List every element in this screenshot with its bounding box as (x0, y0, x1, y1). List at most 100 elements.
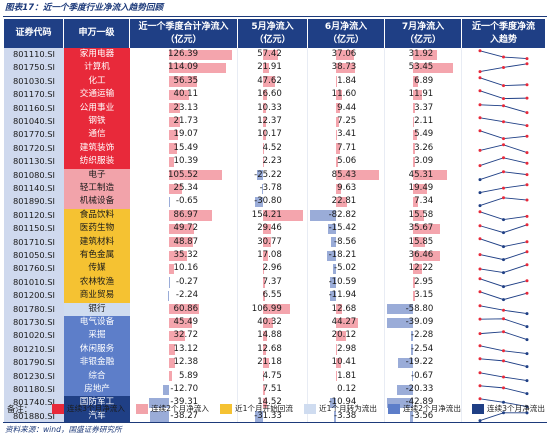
quarter-value-cell: 32.72 (130, 329, 238, 343)
jun-bar (335, 103, 341, 114)
industry-name-cell: 电子 (64, 168, 130, 182)
trend-sparkline-cell (462, 342, 545, 357)
jun-bar (335, 143, 340, 154)
trend-point (478, 76, 482, 80)
trend-point (525, 263, 529, 267)
trend-point (525, 351, 529, 355)
trend-point (502, 244, 505, 248)
trend-point (478, 267, 482, 271)
trend-sparkline-cell (462, 383, 545, 397)
quarter-value-text: 13.12 (173, 343, 199, 354)
may-bar (263, 89, 268, 101)
quarter-bar (168, 89, 189, 101)
may-value-cell: 154.21 (238, 208, 308, 223)
jun-value-text: 11.60 (331, 89, 357, 100)
jul-value-text: 15.58 (408, 209, 434, 220)
quarter-bar (168, 317, 192, 328)
trend-sparkline-cell (462, 208, 545, 223)
jun-value-text: 9.63 (337, 183, 357, 193)
table-row: 801890.SI 机械设备 -0.65 -30.80 22.81 7.34 (4, 195, 545, 209)
jun-value-cell: 1.81 (308, 369, 385, 383)
jun-value-text: 7.25 (337, 116, 357, 126)
may-value-cell: 2.23 (238, 155, 308, 169)
jul-value-cell: -42.89 (385, 396, 462, 410)
quarter-bar (168, 250, 187, 261)
jul-value-cell: 53.45 (385, 61, 462, 75)
trend-point (502, 66, 505, 70)
jul-value-text: 3.15 (414, 290, 434, 301)
table-row: 801050.SI 有色金属 35.32 17.08 -18.21 36.46 (4, 249, 545, 263)
jul-value-cell: 3.09 (385, 155, 462, 169)
table-row: 801230.SI 综合 5.89 4.75 1.81 -0.67 (4, 369, 545, 383)
jun-value-cell: 85.43 (308, 168, 385, 182)
trend-sparkline-cell (462, 48, 545, 62)
jun-value-cell: 20.12 (308, 329, 385, 343)
jul-value-text: -19.22 (405, 357, 434, 368)
trend-point (478, 332, 482, 336)
trend-sparkline (478, 62, 529, 74)
legend-swatch (304, 404, 316, 414)
quarter-value-text: -12.70 (170, 384, 199, 394)
may-value-text: -30.80 (254, 196, 282, 207)
trend-point (525, 57, 529, 61)
industry-name-cell: 国防军工 (64, 396, 130, 410)
header-name-text: 申万一级 (78, 28, 115, 38)
quarter-value-cell: 5.89 (130, 369, 238, 383)
jul-bar (412, 116, 415, 127)
trend-point (502, 156, 505, 160)
may-value-cell: 7.37 (238, 275, 308, 290)
legend-text: 连续3个月净流入 (67, 404, 125, 413)
quarter-bar (168, 304, 200, 315)
jun-value-text: 1.81 (337, 370, 357, 381)
may-bar (263, 344, 267, 355)
quarter-value-text: 10.16 (173, 263, 199, 274)
may-value-cell: 106.99 (238, 302, 308, 316)
table-row: 801720.SI 建筑装饰 15.49 4.52 7.71 3.26 (4, 141, 545, 156)
jun-value-text: -5.02 (334, 263, 357, 274)
jul-value-text: 5.49 (414, 129, 434, 140)
may-value-cell: 57.42 (238, 48, 308, 62)
table-row: 801200.SI 商业贸易 -2.24 6.55 -11.94 3.15 (4, 289, 545, 303)
quarter-value-cell: -0.65 (130, 195, 238, 209)
jul-value-cell: 6.89 (385, 74, 462, 89)
quarter-value-text: -38.27 (170, 410, 199, 421)
jul-value-cell: 3.15 (385, 289, 462, 303)
legend-item: 近1个月开始回流 (220, 402, 304, 416)
jun-value-text: -11.94 (328, 290, 357, 301)
may-value-text: 12.68 (257, 343, 282, 354)
trend-sparkline-cell (462, 356, 545, 370)
code-cell: 801750.SI (4, 61, 64, 75)
jul-value-cell: 36.46 (385, 249, 462, 263)
quarter-value-text: 21.73 (173, 116, 199, 126)
trend-sparkline (478, 330, 529, 342)
header-trend-text: 近一个季度净流入趋势 (472, 21, 536, 45)
industry-name-cell: 公用事业 (64, 101, 130, 115)
table-row: 801150.SI 医药生物 49.72 29.46 -15.42 35.67 (4, 222, 545, 236)
quarter-bar (168, 263, 174, 275)
trend-point (478, 49, 482, 53)
trend-point (502, 349, 505, 353)
legend-text: 连续2个月净流入 (151, 404, 209, 413)
jul-value-text: 53.45 (408, 62, 434, 73)
jul-value-cell: 35.67 (385, 222, 462, 236)
trend-point (502, 231, 505, 235)
jul-value-text: 7.34 (414, 196, 434, 207)
header-quarter-text: 近一个季度合计净流入（亿元） (138, 21, 229, 45)
may-value-cell: 4.75 (238, 369, 308, 383)
industry-name-cell: 食品饮料 (64, 208, 130, 223)
may-value-text: 2.96 (262, 263, 282, 274)
trend-point (478, 344, 482, 348)
table-row: 801770.SI 通信 19.07 10.17 3.41 5.49 (4, 128, 545, 142)
trend-point (502, 386, 505, 390)
code-cell: 801720.SI (4, 141, 64, 156)
may-bar (263, 330, 267, 342)
table-row: 801750.SI 计算机 114.09 21.91 38.73 53.45 (4, 61, 545, 75)
industry-name-cell: 交通运输 (64, 88, 130, 102)
quarter-bar (168, 183, 182, 194)
quarter-bar (168, 170, 222, 181)
legend-swatch (220, 404, 232, 414)
quarter-bar (168, 62, 227, 74)
jun-value-text: 12.68 (331, 303, 357, 314)
may-bar (263, 384, 266, 395)
quarter-value-text: 45.49 (173, 317, 199, 327)
